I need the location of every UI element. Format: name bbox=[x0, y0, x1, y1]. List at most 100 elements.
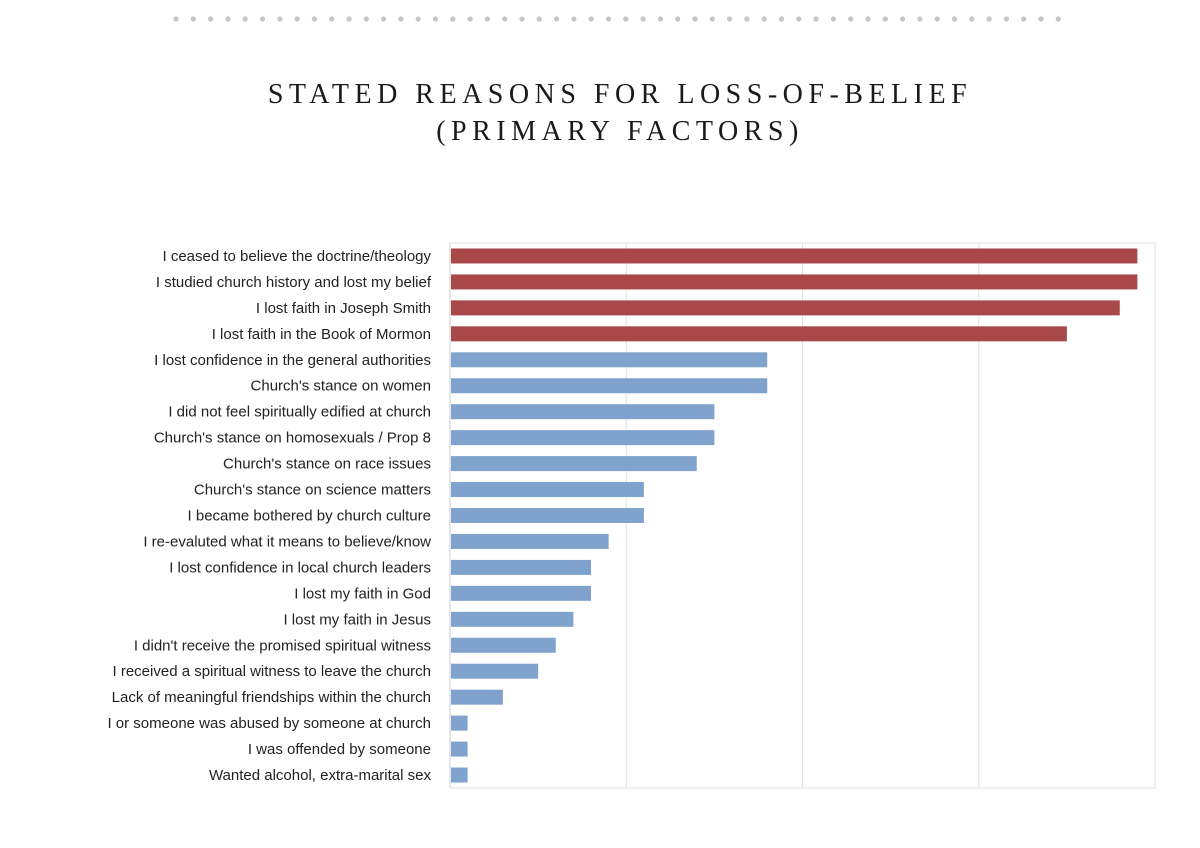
rule-dot bbox=[1055, 16, 1061, 22]
chart-title-line-2: (PRIMARY FACTORS) bbox=[436, 116, 804, 147]
rule-dot bbox=[1021, 16, 1027, 22]
category-label: Lack of meaningful friendships within th… bbox=[112, 689, 431, 706]
category-label: I lost confidence in the general authori… bbox=[154, 352, 431, 369]
rule-dot bbox=[363, 16, 369, 22]
category-label: I did not feel spiritually edified at ch… bbox=[168, 404, 431, 421]
bar bbox=[451, 378, 768, 394]
rule-dot bbox=[744, 16, 750, 22]
rule-dot bbox=[1038, 16, 1044, 22]
bar bbox=[451, 715, 468, 731]
category-label: I or someone was abused by someone at ch… bbox=[107, 715, 431, 732]
chart-title: STATED REASONS FOR LOSS-OF-BELIEF (PRIMA… bbox=[0, 76, 1200, 150]
category-label: I didn't receive the promised spiritual … bbox=[134, 637, 431, 654]
rule-dot bbox=[692, 16, 698, 22]
rule-dot bbox=[830, 16, 837, 22]
rule-dot bbox=[225, 16, 231, 22]
bar bbox=[451, 404, 715, 420]
category-label: I studied church history and lost my bel… bbox=[156, 274, 432, 291]
category-label: I lost my faith in God bbox=[294, 585, 431, 602]
rule-dot bbox=[536, 16, 542, 22]
rule-dot bbox=[346, 16, 352, 22]
rule-dot bbox=[657, 16, 663, 22]
rule-dot bbox=[623, 16, 629, 22]
category-label: Church's stance on science matters bbox=[194, 482, 431, 499]
rule-dot bbox=[969, 16, 975, 22]
bar bbox=[451, 300, 1120, 316]
bar bbox=[451, 637, 556, 653]
rule-dot bbox=[398, 16, 404, 22]
rule-dot bbox=[640, 16, 646, 22]
rule-dot bbox=[917, 16, 923, 22]
rule-dot bbox=[1003, 16, 1010, 22]
bar bbox=[451, 559, 591, 575]
category-label: Wanted alcohol, extra-marital sex bbox=[209, 767, 432, 784]
rule-dot bbox=[865, 16, 871, 22]
chart-title-line-1: STATED REASONS FOR LOSS-OF-BELIEF bbox=[267, 79, 973, 110]
rule-dot bbox=[605, 16, 612, 22]
rule-dot bbox=[778, 16, 785, 22]
rule-dot bbox=[796, 16, 802, 22]
rule-dot bbox=[813, 16, 819, 22]
rule-dot bbox=[588, 16, 594, 22]
rule-dot bbox=[900, 16, 906, 22]
bar bbox=[451, 508, 644, 523]
rule-dot bbox=[311, 16, 317, 22]
dot-rule bbox=[173, 16, 1061, 22]
bar bbox=[451, 456, 697, 472]
rule-dot bbox=[208, 16, 214, 22]
category-label: I lost faith in Joseph Smith bbox=[256, 300, 431, 317]
bar bbox=[451, 689, 503, 705]
category-label: I ceased to believe the doctrine/theolog… bbox=[162, 248, 431, 265]
category-label: I re-evaluted what it means to believe/k… bbox=[143, 533, 431, 550]
category-label: Church's stance on women bbox=[251, 378, 431, 395]
rule-dot bbox=[709, 16, 715, 22]
rule-dot bbox=[554, 16, 560, 22]
rule-dot bbox=[432, 16, 439, 22]
category-label: I received a spiritual witness to leave … bbox=[113, 663, 432, 680]
category-label: I lost my faith in Jesus bbox=[283, 611, 431, 628]
rule-dot bbox=[242, 16, 248, 22]
rule-dot bbox=[848, 16, 854, 22]
bar bbox=[451, 585, 591, 601]
rule-dot bbox=[571, 16, 577, 22]
rule-dot bbox=[951, 16, 958, 22]
rule-dot bbox=[450, 16, 456, 22]
rule-dot bbox=[675, 16, 681, 22]
rule-dot bbox=[259, 16, 266, 22]
rule-dot bbox=[761, 16, 767, 22]
bar bbox=[451, 611, 574, 627]
bar bbox=[451, 248, 1138, 264]
bar bbox=[451, 430, 715, 446]
bar bbox=[451, 352, 768, 368]
rule-dot bbox=[190, 16, 196, 22]
bar bbox=[451, 533, 609, 549]
rule-dot bbox=[502, 16, 508, 22]
rule-dot bbox=[329, 16, 335, 22]
bar bbox=[451, 741, 468, 757]
category-label: I lost confidence in local church leader… bbox=[169, 559, 431, 576]
rule-dot bbox=[415, 16, 421, 22]
rule-dot bbox=[467, 16, 473, 22]
category-labels: I ceased to believe the doctrine/theolog… bbox=[107, 248, 431, 784]
rule-dot bbox=[934, 16, 940, 22]
rule-dot bbox=[173, 16, 179, 22]
rule-dot bbox=[519, 16, 525, 22]
rule-dot bbox=[882, 16, 888, 22]
category-label: I lost faith in the Book of Mormon bbox=[212, 326, 431, 343]
bar bbox=[451, 767, 468, 783]
bar bbox=[451, 663, 539, 679]
bar bbox=[451, 326, 1067, 342]
category-label: Church's stance on homosexuals / Prop 8 bbox=[154, 430, 431, 447]
category-label: I was offended by someone bbox=[248, 741, 431, 758]
rule-dot bbox=[727, 16, 733, 22]
bar bbox=[451, 482, 644, 498]
rule-dot bbox=[294, 16, 300, 22]
rule-dot bbox=[277, 16, 283, 22]
rule-dot bbox=[381, 16, 387, 22]
rule-dot bbox=[986, 16, 992, 22]
category-label: Church's stance on race issues bbox=[223, 456, 431, 473]
bars-group bbox=[451, 248, 1138, 783]
bar bbox=[451, 274, 1138, 290]
category-label: I became bothered by church culture bbox=[188, 508, 431, 525]
